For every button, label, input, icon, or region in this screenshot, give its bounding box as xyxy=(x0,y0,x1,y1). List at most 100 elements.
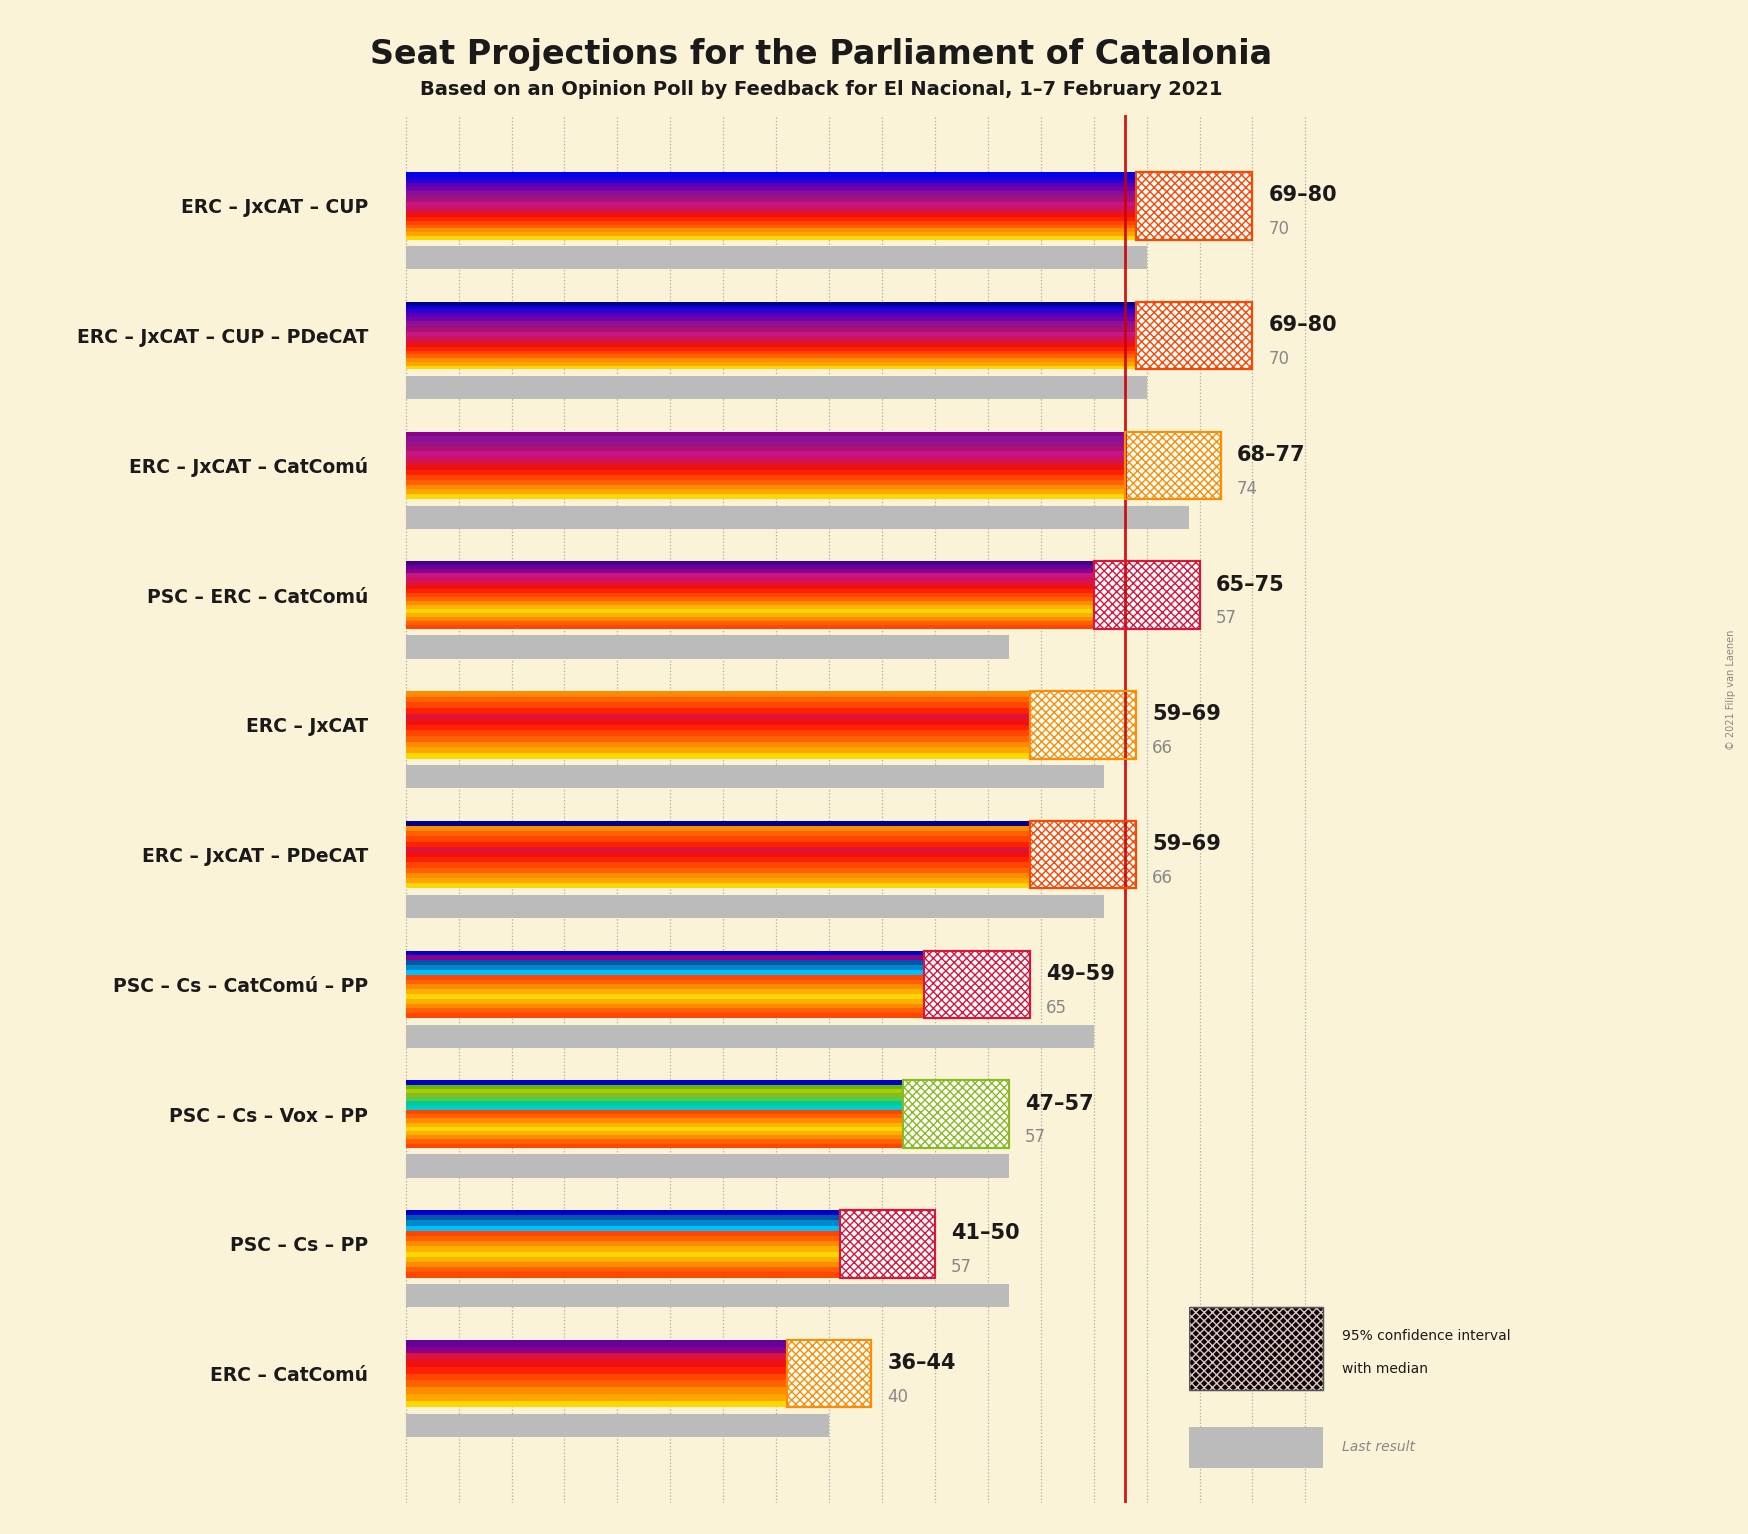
Bar xyxy=(406,328,1136,331)
Bar xyxy=(406,753,1030,759)
Bar xyxy=(406,696,1030,703)
Bar xyxy=(406,357,1136,362)
Text: 70: 70 xyxy=(1269,221,1290,238)
Text: 57: 57 xyxy=(1024,1129,1045,1146)
Bar xyxy=(406,868,1030,873)
Text: 65–75: 65–75 xyxy=(1215,575,1285,595)
Bar xyxy=(406,437,1126,442)
Bar xyxy=(406,1387,787,1394)
Bar xyxy=(406,187,1136,190)
Bar xyxy=(406,218,1136,221)
Bar xyxy=(406,431,1126,437)
Bar xyxy=(406,609,1094,614)
Bar xyxy=(406,1154,1009,1178)
Bar xyxy=(925,951,1030,1019)
Bar xyxy=(406,1123,904,1127)
Text: 57: 57 xyxy=(951,1258,972,1276)
Bar xyxy=(406,1003,925,1008)
Bar xyxy=(1030,821,1136,888)
Bar xyxy=(406,713,1030,719)
Bar xyxy=(406,985,925,989)
Bar xyxy=(406,1131,904,1135)
Bar xyxy=(406,1210,839,1215)
Bar xyxy=(406,1127,904,1131)
Bar xyxy=(406,765,1105,788)
Bar xyxy=(406,310,1136,313)
Text: © 2021 Filip van Laenen: © 2021 Filip van Laenen xyxy=(1725,630,1736,750)
Bar xyxy=(406,456,1126,460)
Bar xyxy=(406,574,1094,577)
Bar xyxy=(839,1210,935,1278)
Bar xyxy=(406,965,925,969)
Bar xyxy=(406,1339,787,1347)
Bar xyxy=(406,730,1030,736)
Bar xyxy=(406,873,1030,877)
Bar xyxy=(406,451,1126,456)
Bar xyxy=(839,1210,935,1278)
Text: Based on an Opinion Poll by Feedback for El Nacional, 1–7 February 2021: Based on an Opinion Poll by Feedback for… xyxy=(420,80,1224,98)
Bar xyxy=(406,1401,787,1407)
Bar xyxy=(1094,561,1199,629)
Text: 36–44: 36–44 xyxy=(888,1353,956,1373)
Text: 95% confidence interval: 95% confidence interval xyxy=(1342,1328,1510,1342)
Bar xyxy=(406,1114,904,1118)
Bar xyxy=(406,831,1030,836)
Text: 59–69: 59–69 xyxy=(1152,704,1220,724)
Bar xyxy=(406,589,1094,594)
Bar xyxy=(406,442,1126,446)
Bar xyxy=(406,1230,839,1236)
Bar xyxy=(406,703,1030,709)
Bar xyxy=(406,305,1136,310)
Text: 74: 74 xyxy=(1236,480,1257,497)
Bar xyxy=(406,362,1136,365)
Bar xyxy=(406,336,1136,339)
Bar xyxy=(406,446,1126,451)
Bar xyxy=(1189,1307,1323,1390)
Text: 69–80: 69–80 xyxy=(1269,314,1337,336)
Bar xyxy=(406,347,1136,351)
Bar xyxy=(787,1339,872,1407)
Bar xyxy=(406,1106,904,1111)
Bar xyxy=(406,485,1126,489)
Bar xyxy=(406,1361,787,1367)
Bar xyxy=(406,1262,839,1267)
Bar xyxy=(406,825,1030,831)
Bar xyxy=(406,1381,787,1387)
Bar xyxy=(406,179,1136,184)
Bar xyxy=(406,569,1094,574)
Bar xyxy=(406,344,1136,347)
Bar xyxy=(406,842,1030,847)
Bar xyxy=(406,989,925,994)
Bar xyxy=(406,584,1094,589)
Bar xyxy=(406,1367,787,1373)
Bar xyxy=(406,1111,904,1114)
Text: 65: 65 xyxy=(1045,999,1066,1017)
Bar xyxy=(406,736,1030,742)
Bar xyxy=(406,1252,839,1256)
Bar xyxy=(406,604,1094,609)
Bar xyxy=(406,894,1105,919)
Bar xyxy=(406,1140,904,1144)
Bar xyxy=(406,566,1094,569)
Bar xyxy=(406,376,1147,399)
Bar xyxy=(1030,821,1136,888)
Bar xyxy=(1189,1307,1323,1390)
Bar xyxy=(406,858,1030,862)
Bar xyxy=(406,354,1136,357)
Bar xyxy=(406,321,1136,324)
Bar xyxy=(406,1080,904,1085)
Bar xyxy=(406,506,1189,529)
Bar xyxy=(406,1414,829,1437)
Text: 40: 40 xyxy=(888,1388,909,1407)
Text: 68–77: 68–77 xyxy=(1236,445,1306,465)
Bar xyxy=(1136,172,1253,239)
Bar xyxy=(1136,172,1253,239)
Bar xyxy=(406,460,1126,465)
Bar xyxy=(406,236,1136,239)
Bar xyxy=(406,172,1136,176)
Bar xyxy=(406,1347,787,1353)
Bar xyxy=(406,969,925,974)
Bar xyxy=(406,1144,904,1147)
Bar xyxy=(406,1272,839,1278)
Bar xyxy=(406,1097,904,1101)
